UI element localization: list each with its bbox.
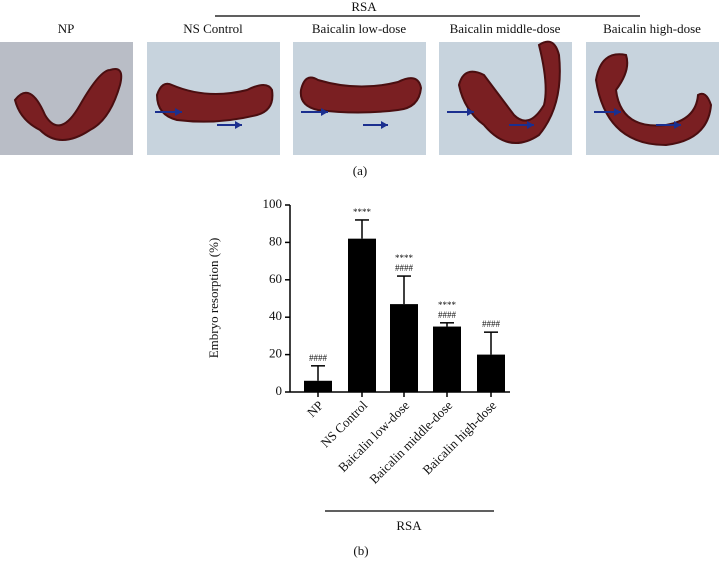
photo-label: NS Control: [183, 21, 243, 36]
uterus: [155, 82, 274, 123]
uterus: [13, 68, 123, 141]
significance-label: ####: [438, 310, 457, 320]
x-tick-label: Baicalin low-dose: [335, 397, 412, 474]
significance-label: ####: [309, 353, 328, 363]
uterus: [299, 76, 423, 114]
panel-caption: (a): [353, 163, 367, 178]
bar: [304, 380, 332, 392]
y-tick-label: 40: [269, 308, 282, 323]
significance-label: ****: [353, 207, 372, 217]
bar: [433, 326, 461, 392]
group-label: RSA: [396, 518, 422, 533]
bar: [348, 238, 376, 392]
bar: [477, 354, 505, 392]
photo-label: Baicalin high-dose: [603, 21, 701, 36]
x-tick-label: Baicalin middle-dose: [366, 397, 455, 486]
photo-label: Baicalin middle-dose: [450, 21, 561, 36]
photo-label: Baicalin low-dose: [312, 21, 406, 36]
uterus: [457, 40, 561, 144]
arrow-head: [381, 121, 388, 129]
arrow-head: [614, 108, 621, 116]
bar: [390, 304, 418, 392]
y-tick-label: 0: [276, 383, 283, 398]
arrow-head: [467, 108, 474, 116]
y-tick-label: 100: [263, 196, 283, 211]
arrow-head: [175, 108, 182, 116]
y-axis-label: Embryo resorption (%): [206, 238, 221, 359]
group-label: RSA: [351, 0, 377, 14]
uterus: [594, 53, 713, 147]
panel-caption: (b): [353, 543, 368, 558]
significance-label: ####: [395, 263, 414, 273]
y-tick-label: 80: [269, 233, 282, 248]
y-tick-label: 20: [269, 346, 282, 361]
x-tick-label: NP: [304, 398, 326, 420]
y-tick-label: 60: [269, 271, 282, 286]
arrow-head: [674, 121, 681, 129]
arrow-head: [321, 108, 328, 116]
photo-label: NP: [58, 21, 75, 36]
significance-label: ****: [438, 300, 457, 310]
significance-label: ####: [482, 319, 501, 329]
arrow-head: [527, 121, 534, 129]
significance-label: ****: [395, 253, 414, 263]
arrow-head: [235, 121, 242, 129]
